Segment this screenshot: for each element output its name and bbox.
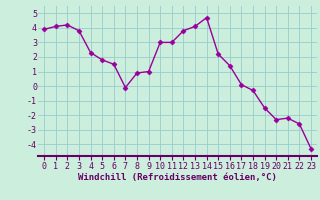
X-axis label: Windchill (Refroidissement éolien,°C): Windchill (Refroidissement éolien,°C) — [78, 173, 277, 182]
